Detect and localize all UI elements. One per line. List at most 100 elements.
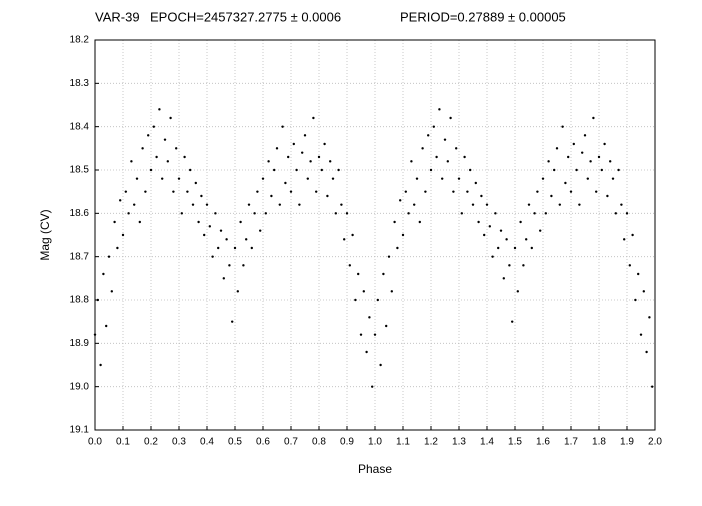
data-point [298, 203, 301, 206]
data-point [250, 246, 253, 250]
data-point [527, 203, 531, 206]
x-tick-label: 0.8 [312, 437, 326, 448]
data-point [130, 160, 133, 163]
data-point [387, 255, 391, 258]
data-point [569, 190, 573, 193]
data-point [617, 168, 620, 172]
data-point [499, 229, 503, 232]
data-point [530, 246, 533, 250]
data-point [273, 168, 276, 172]
data-point [385, 324, 388, 328]
data-point [152, 125, 155, 128]
data-point [105, 324, 108, 328]
data-point [275, 147, 279, 150]
data-point [396, 246, 399, 250]
data-point [393, 220, 396, 224]
data-point [107, 255, 111, 258]
data-point [127, 212, 130, 215]
period-label: PERIOD=0.27889 ± 0.00005 [400, 9, 566, 24]
data-point [191, 203, 195, 206]
data-point [522, 264, 525, 267]
data-point [589, 160, 592, 163]
data-point [421, 147, 424, 150]
data-point [183, 155, 186, 159]
data-point [141, 147, 144, 150]
data-point [639, 333, 643, 336]
data-point [197, 220, 200, 224]
x-tick-label: 0.6 [256, 437, 270, 448]
data-point [567, 155, 570, 159]
data-point [200, 194, 203, 198]
data-point [345, 212, 349, 215]
data-point [292, 142, 295, 146]
data-point [121, 233, 125, 237]
x-tick-label: 1.6 [536, 437, 550, 448]
data-point [558, 203, 561, 206]
data-point [401, 233, 405, 237]
data-point [449, 116, 452, 120]
data-point [138, 220, 141, 224]
epoch-label: EPOCH=2457327.2775 ± 0.0006 [150, 9, 341, 24]
data-point [155, 155, 158, 159]
data-point [427, 134, 430, 137]
data-point [541, 177, 545, 180]
data-point [583, 134, 587, 137]
data-point [550, 194, 553, 198]
data-point [303, 134, 307, 137]
data-point [379, 363, 382, 367]
data-point [177, 177, 181, 180]
data-point [634, 298, 637, 302]
data-point [306, 177, 309, 180]
data-point [295, 168, 298, 172]
x-tick-label: 0.7 [284, 437, 298, 448]
data-point [651, 385, 654, 388]
data-point [648, 316, 651, 319]
data-point [354, 298, 357, 302]
data-point [561, 125, 564, 128]
data-point [438, 108, 441, 111]
data-point [435, 155, 438, 159]
data-point [99, 363, 102, 367]
data-point [261, 177, 265, 180]
x-tick-label: 1.8 [592, 437, 606, 448]
data-point [547, 160, 550, 163]
data-point [413, 203, 416, 206]
y-tick-label: 18.5 [70, 165, 90, 176]
x-tick-label: 1.5 [508, 437, 522, 448]
data-point [348, 264, 351, 267]
data-point [614, 212, 617, 215]
data-point [513, 246, 517, 250]
data-point [443, 138, 447, 141]
data-point [642, 290, 645, 293]
data-point [113, 220, 116, 224]
data-point [455, 147, 458, 150]
data-point [452, 190, 455, 193]
data-point [485, 203, 489, 206]
data-point [555, 147, 559, 150]
data-point [166, 160, 169, 163]
x-tick-label: 1.1 [396, 437, 410, 448]
data-point [242, 264, 245, 267]
data-point [180, 212, 183, 215]
data-point [415, 177, 419, 180]
data-point [214, 212, 217, 215]
x-tick-label: 1.9 [620, 437, 634, 448]
data-point [606, 194, 609, 198]
data-point [315, 190, 318, 193]
data-point [289, 190, 293, 193]
data-point [331, 177, 335, 180]
data-point [205, 203, 209, 206]
data-point [169, 116, 172, 120]
data-point [429, 168, 433, 172]
data-point [326, 194, 329, 198]
data-point [404, 190, 407, 193]
data-point [301, 151, 304, 154]
data-point [340, 203, 343, 206]
data-point [645, 350, 648, 354]
data-point [365, 350, 368, 354]
data-point [544, 212, 547, 215]
data-point [446, 160, 449, 163]
data-point [505, 238, 508, 241]
data-point [317, 155, 321, 159]
data-point [320, 168, 323, 172]
